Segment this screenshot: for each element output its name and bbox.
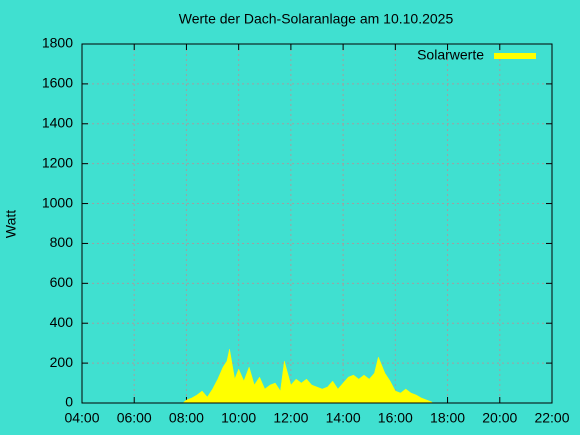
x-tick-label: 20:00	[482, 410, 517, 426]
y-tick-label: 1400	[42, 114, 73, 130]
y-tick-label: 1600	[42, 75, 73, 91]
y-tick-label: 1000	[42, 194, 73, 210]
x-tick-label: 18:00	[430, 410, 465, 426]
x-tick-label: 10:00	[221, 410, 256, 426]
legend-swatch	[494, 53, 536, 59]
x-tick-label: 12:00	[273, 410, 308, 426]
chart-title: Werte der Dach-Solaranlage am 10.10.2025	[179, 11, 454, 27]
y-tick-label: 600	[50, 274, 74, 290]
x-tick-label: 04:00	[64, 410, 99, 426]
y-tick-label: 1200	[42, 154, 73, 170]
area	[183, 349, 433, 404]
x-tick-label: 14:00	[326, 410, 361, 426]
y-tick-label: 400	[50, 314, 74, 330]
y-tick-label: 200	[50, 354, 74, 370]
x-tick-label: 22:00	[534, 410, 569, 426]
x-tick-label: 06:00	[117, 410, 152, 426]
y-tick-label: 0	[65, 394, 73, 410]
x-tick-label: 16:00	[378, 410, 413, 426]
y-axis-label: Watt	[3, 210, 19, 238]
y-tick-label: 1800	[42, 35, 73, 51]
x-tick-label: 08:00	[169, 410, 204, 426]
legend-label: Solarwerte	[417, 47, 484, 63]
y-tick-label: 800	[50, 234, 74, 250]
plot-border	[81, 43, 553, 404]
